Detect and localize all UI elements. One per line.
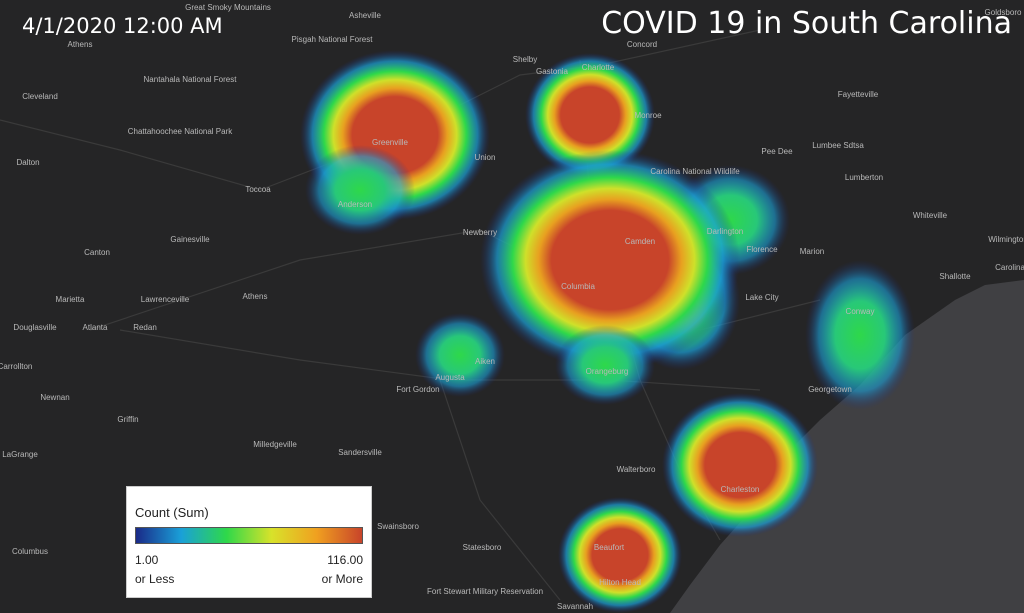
place-label: Redan: [133, 323, 157, 332]
place-label: Columbus: [12, 547, 48, 556]
place-label: Toccoa: [245, 185, 271, 194]
place-label: Monroe: [634, 111, 662, 120]
place-label: Hilton Head: [599, 578, 641, 587]
place-label: Walterboro: [617, 465, 656, 474]
place-label: Union: [475, 153, 496, 162]
heat-spot: [555, 325, 655, 405]
place-label: Orangeburg: [586, 367, 629, 376]
place-label: Conway: [846, 307, 875, 316]
place-label: Statesboro: [463, 543, 502, 552]
place-label: Lawrenceville: [141, 295, 190, 304]
place-label: Fort Stewart Military Reservation: [427, 587, 543, 596]
place-label: Douglasville: [13, 323, 57, 332]
place-label: Marietta: [56, 295, 85, 304]
place-label: Whiteville: [913, 211, 948, 220]
place-label: Goldsboro: [985, 8, 1022, 17]
place-label: Wilmington: [988, 235, 1024, 244]
legend-max: 116.00: [327, 553, 363, 567]
place-label: Great Smoky Mountains: [185, 3, 271, 12]
place-label: Newnan: [40, 393, 69, 402]
place-label: Chattahoochee National Park: [128, 127, 234, 136]
place-label: Sandersville: [338, 448, 382, 457]
place-label: LaGrange: [2, 450, 38, 459]
place-label: Charlotte: [582, 63, 615, 72]
place-label: Beaufort: [594, 543, 625, 552]
place-label: Shallotte: [939, 272, 971, 281]
place-label: Athens: [243, 292, 268, 301]
heat-spot: [480, 150, 740, 370]
place-label: Atlanta: [83, 323, 108, 332]
place-label: Swainsboro: [377, 522, 419, 531]
place-label: Darlington: [707, 227, 743, 236]
place-label: Pee Dee: [761, 147, 793, 156]
heat-spot: [525, 53, 655, 177]
place-label: Marion: [800, 247, 824, 256]
place-label: Gainesville: [170, 235, 210, 244]
place-label: Florence: [746, 245, 778, 254]
heat-spot: [558, 497, 682, 613]
heat-spot: [662, 393, 818, 537]
place-label: Columbia: [561, 282, 595, 291]
place-labels: Great Smoky Mountains Asheville Pisgah Nat…: [0, 3, 1024, 611]
legend-gradient: [135, 527, 363, 544]
place-label: Carolina: [995, 263, 1024, 272]
legend-max-note: or More: [321, 572, 363, 586]
heat-spot: [805, 260, 915, 410]
place-label: Fort Gordon: [396, 385, 439, 394]
legend-title: Count (Sum): [135, 505, 209, 520]
timestamp: 4/1/2020 12:00 AM: [22, 14, 223, 38]
place-label: Dalton: [16, 158, 39, 167]
place-label: Asheville: [349, 11, 382, 20]
place-label: Greenville: [372, 138, 409, 147]
legend-min: 1.00: [135, 553, 159, 567]
legend: Count (Sum) 1.00 or Less 116.00 or More: [126, 486, 372, 598]
heat-spot: [415, 313, 505, 397]
place-label: Cleveland: [22, 92, 58, 101]
place-label: Pisgah National Forest: [292, 35, 374, 44]
place-label: Augusta: [435, 373, 465, 382]
place-label: Shelby: [513, 55, 537, 64]
place-label: Newberry: [463, 228, 497, 237]
place-label: Griffin: [117, 415, 138, 424]
place-label: Carolina National Wildlife: [650, 167, 740, 176]
place-label: Anderson: [338, 200, 372, 209]
place-label: Aiken: [475, 357, 495, 366]
legend-min-note: or Less: [135, 572, 175, 586]
place-label: Canton: [84, 248, 110, 257]
place-label: Fayetteville: [838, 90, 879, 99]
place-label: Charleston: [721, 485, 760, 494]
place-label: Carrollton: [0, 362, 32, 371]
title: COVID 19 in South Carolina: [601, 6, 1012, 41]
place-label: Savannah: [557, 602, 593, 611]
place-label: Lumbee Sdtsa: [812, 141, 864, 150]
place-label: Camden: [625, 237, 655, 246]
place-label: Milledgeville: [253, 440, 297, 449]
heat-spot: [305, 145, 415, 235]
place-label: Lake City: [745, 293, 778, 302]
place-label: Concord: [627, 40, 657, 49]
place-label: Georgetown: [808, 385, 852, 394]
place-label: Gastonia: [536, 67, 569, 76]
place-label: Lumberton: [845, 173, 883, 182]
place-label: Nantahala National Forest: [144, 75, 238, 84]
place-label: Athens: [68, 40, 93, 49]
